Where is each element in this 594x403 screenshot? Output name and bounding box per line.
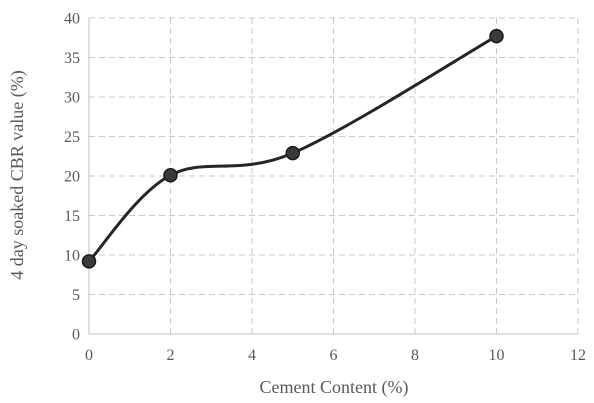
data-markers [83, 30, 504, 268]
x-tick-label: 2 [167, 347, 175, 364]
y-tick-label: 20 [64, 169, 80, 186]
y-axis-title: 4 day soaked CBR value (%) [7, 70, 28, 279]
y-tick-labels: 0 5 10 15 20 25 30 35 40 [64, 11, 80, 344]
x-tick-label: 6 [330, 347, 338, 364]
x-tick-labels: 0 2 4 6 8 10 12 [85, 347, 586, 364]
x-tick-label: 4 [248, 347, 256, 364]
x-axis-title: Cement Content (%) [260, 377, 409, 398]
y-tick-label: 40 [64, 11, 80, 28]
y-tick-label: 0 [72, 327, 80, 344]
y-tick-label: 5 [72, 287, 80, 304]
y-tick-label: 30 [64, 90, 80, 107]
data-point [164, 169, 177, 182]
x-tick-label: 0 [85, 347, 93, 364]
data-point [490, 30, 503, 43]
x-tick-label: 12 [570, 347, 586, 364]
grid [89, 18, 578, 334]
y-tick-label: 15 [64, 208, 80, 225]
y-tick-label: 35 [64, 50, 80, 67]
x-tick-label: 8 [411, 347, 419, 364]
data-point [83, 255, 96, 268]
y-tick-label: 10 [64, 248, 80, 265]
x-tick-label: 10 [489, 347, 505, 364]
y-tick-label: 25 [64, 129, 80, 146]
data-point [286, 147, 299, 160]
